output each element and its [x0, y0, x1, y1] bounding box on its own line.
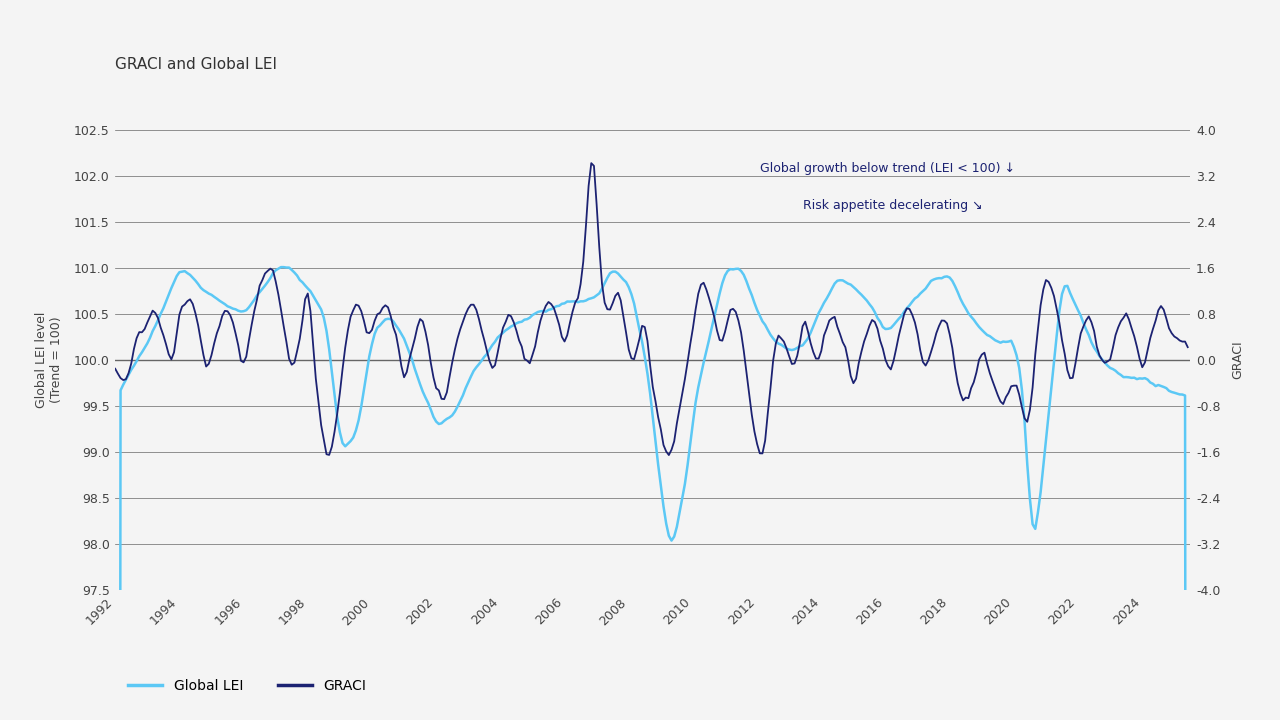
Y-axis label: Global LEI level
(Trend = 100): Global LEI level (Trend = 100) — [35, 312, 63, 408]
Text: Global growth below trend (LEI < 100) ↓: Global growth below trend (LEI < 100) ↓ — [760, 162, 1015, 175]
Text: Risk appetite decelerating ↘: Risk appetite decelerating ↘ — [804, 199, 983, 212]
Y-axis label: GRACI: GRACI — [1231, 341, 1244, 379]
Text: GRACI and Global LEI: GRACI and Global LEI — [115, 57, 278, 72]
Legend: Global LEI, GRACI: Global LEI, GRACI — [122, 673, 372, 698]
